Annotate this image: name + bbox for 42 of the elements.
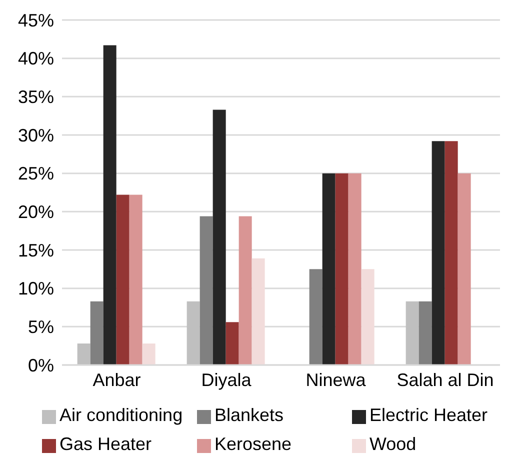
legend-label: Air conditioning — [60, 405, 183, 425]
legend-label: Wood — [370, 434, 416, 454]
legend-label: Electric Heater — [370, 405, 488, 425]
bar — [116, 194, 130, 365]
x-tick-label: Salah al Din — [396, 370, 494, 390]
bar — [77, 344, 90, 365]
legend-label: Blankets — [214, 405, 284, 425]
bar — [432, 141, 445, 365]
bar — [348, 173, 362, 365]
y-tick-label: 0% — [28, 355, 54, 376]
bar — [252, 258, 265, 365]
y-tick-label: 30% — [18, 125, 54, 146]
y-tick-label: 45% — [18, 10, 54, 30]
legend-label: Gas Heater — [60, 434, 152, 454]
bar — [406, 301, 419, 365]
bar — [444, 141, 458, 365]
x-tick-label: Ninewa — [306, 370, 367, 390]
bar — [142, 344, 156, 365]
y-tick-label: 15% — [18, 240, 54, 260]
x-tick-label: Diyala — [201, 370, 252, 390]
bar — [200, 216, 213, 365]
y-tick-label: 20% — [18, 202, 54, 222]
y-tick-label: 5% — [28, 317, 54, 338]
bar — [226, 322, 239, 365]
bar — [335, 173, 348, 365]
bar — [309, 269, 322, 365]
bar — [238, 216, 252, 365]
bar — [418, 301, 432, 365]
bar — [129, 194, 142, 365]
bar — [212, 110, 226, 365]
y-tick-label: 10% — [18, 278, 54, 299]
bar — [90, 301, 104, 365]
bar — [458, 173, 471, 365]
bar — [361, 269, 374, 365]
y-tick-label: 35% — [18, 87, 54, 108]
bar — [186, 301, 200, 365]
x-tick-label: Anbar — [92, 370, 141, 390]
legend-label: Kerosene — [214, 434, 292, 454]
y-tick-label: 25% — [18, 164, 54, 184]
bar — [322, 173, 336, 365]
y-tick-label: 40% — [18, 48, 54, 69]
bar — [103, 45, 116, 365]
